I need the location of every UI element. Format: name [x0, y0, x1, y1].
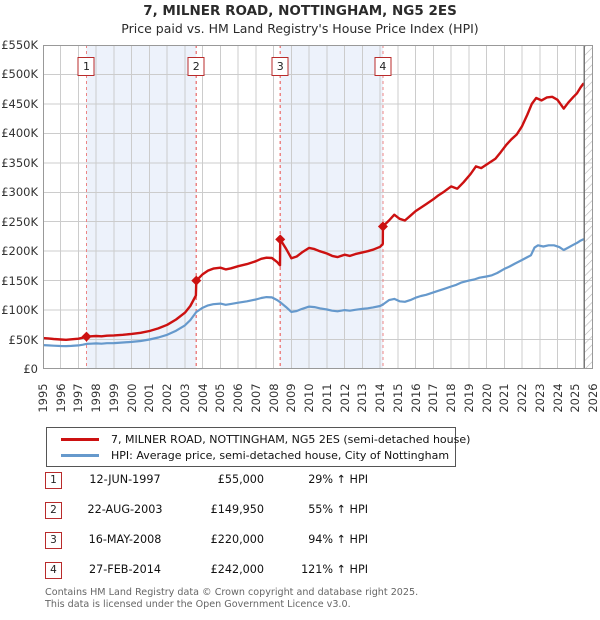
x-tick-label: 1996 — [53, 383, 68, 413]
sale-date: 22-AUG-2003 — [87, 503, 163, 516]
x-tick-label: 2007 — [248, 383, 263, 413]
y-tick-label: £100K — [1, 303, 38, 318]
x-tick-label: 2015 — [390, 383, 405, 413]
x-tick-label: 1997 — [71, 383, 86, 413]
x-tick-label: 2012 — [337, 383, 352, 413]
y-tick-label: £350K — [1, 155, 38, 170]
property-series-line — [43, 82, 585, 341]
x-tick-label: 2025 — [568, 383, 583, 413]
y-tick-label: £300K — [1, 185, 38, 200]
legend-row-property: 7, MILNER ROAD, NOTTINGHAM, NG5 2ES (sem… — [55, 431, 470, 447]
sale-row-4: 4 27-FEB-2014 £242,000 121% ↑ HPI — [0, 561, 600, 591]
legend-label-hpi: HPI: Average price, semi-detached house,… — [111, 448, 450, 462]
sale-marker-box-1: 1 — [77, 57, 95, 76]
x-tick-label: 2020 — [479, 383, 494, 413]
x-tick-label: 2022 — [515, 383, 530, 413]
gridlines — [43, 45, 593, 369]
property-line-swatch — [61, 437, 99, 441]
sale-hpi-delta: 55% ↑ HPI — [308, 503, 368, 516]
sale-marker-box-3: 3 — [271, 57, 289, 76]
sale-price: £242,000 — [210, 563, 264, 576]
y-tick-label: £250K — [1, 214, 38, 229]
sale-number-badge: 4 — [45, 562, 62, 579]
x-tick-label: 2010 — [302, 383, 317, 413]
plot-border — [43, 45, 593, 369]
x-tick-label: 2019 — [461, 383, 476, 413]
sale-price: £220,000 — [210, 533, 264, 546]
footer: Contains HM Land Registry data © Crown c… — [45, 587, 418, 610]
x-tick-label: 2001 — [142, 383, 157, 413]
y-tick-label: £400K — [1, 126, 38, 141]
hpi-series-line — [43, 238, 585, 348]
ownership-band — [280, 45, 383, 369]
x-tick-label: 2011 — [319, 383, 334, 413]
x-tick-label: 1999 — [106, 383, 121, 413]
sale-number-badge: 2 — [45, 502, 62, 519]
x-tick-label: 2000 — [124, 383, 139, 413]
sale-date: 27-FEB-2014 — [89, 563, 161, 576]
future-hatch-region — [584, 45, 593, 369]
footer-line-2: This data is licensed under the Open Gov… — [45, 598, 351, 610]
page-subtitle: Price paid vs. HM Land Registry's House … — [121, 21, 479, 36]
sale-date: 12-JUN-1997 — [89, 473, 161, 486]
x-tick-label: 2002 — [160, 383, 175, 413]
sale-row-3: 3 16-MAY-2008 £220,000 94% ↑ HPI — [0, 531, 600, 561]
sale-date: 16-MAY-2008 — [88, 533, 162, 546]
x-tick-label: 2004 — [195, 383, 210, 413]
legend-row-hpi: HPI: Average price, semi-detached house,… — [55, 447, 455, 463]
y-tick-label: £500K — [1, 67, 38, 82]
sale-row-2: 2 22-AUG-2003 £149,950 55% ↑ HPI — [0, 501, 600, 531]
x-tick-label: 2008 — [266, 383, 281, 413]
y-tick-label: £150K — [1, 273, 38, 288]
x-tick-label: 2013 — [355, 383, 370, 413]
sale-marker-box-4: 4 — [374, 57, 392, 76]
x-tick-label: 1998 — [89, 383, 104, 413]
legend: 7, MILNER ROAD, NOTTINGHAM, NG5 2ES (sem… — [46, 427, 470, 467]
sale-row-1: 1 12-JUN-1997 £55,000 29% ↑ HPI — [0, 471, 600, 501]
y-tick-label: £550K — [1, 38, 38, 52]
x-tick-label: 2024 — [550, 383, 565, 413]
footer-line-1: Contains HM Land Registry data © Crown c… — [45, 587, 419, 598]
sale-point-diamond — [191, 275, 202, 286]
sale-marker-box-2: 2 — [187, 57, 205, 76]
legend-label-property: 7, MILNER ROAD, NOTTINGHAM, NG5 2ES (sem… — [111, 432, 471, 446]
y-tick-label: £450K — [1, 96, 38, 111]
x-tick-label: 2017 — [426, 383, 441, 413]
x-tick-label: 2026 — [586, 383, 600, 413]
x-tick-label: 1995 — [36, 383, 50, 413]
x-tick-label: 2023 — [532, 383, 547, 413]
x-tick-label: 2021 — [497, 383, 512, 413]
sales-table: 1 12-JUN-1997 £55,000 29% ↑ HPI 2 22-AUG… — [0, 471, 600, 591]
sale-hpi-delta: 121% ↑ HPI — [301, 563, 368, 576]
sale-point-diamond — [275, 234, 286, 245]
sale-hpi-delta: 29% ↑ HPI — [308, 473, 368, 486]
sale-point-diamond — [377, 221, 388, 232]
sale-point-diamond — [81, 331, 92, 342]
x-tick-label: 2016 — [408, 383, 423, 413]
x-tick-label: 2018 — [444, 383, 459, 413]
y-tick-label: £200K — [1, 244, 38, 259]
sale-price: £55,000 — [217, 473, 264, 486]
page-title: 7, MILNER ROAD, NOTTINGHAM, NG5 2ES — [143, 3, 457, 19]
plot-area — [43, 45, 593, 369]
x-tick-label: 2009 — [284, 383, 299, 413]
x-tick-label: 2003 — [177, 383, 192, 413]
ownership-band — [86, 45, 197, 369]
hpi-line-swatch — [61, 453, 99, 457]
sale-number-badge: 3 — [45, 532, 62, 549]
x-tick-label: 2014 — [373, 383, 388, 413]
sale-number-badge: 1 — [45, 472, 62, 489]
sale-hpi-delta: 94% ↑ HPI — [308, 533, 368, 546]
y-tick-label: £50K — [8, 332, 39, 347]
sale-price: £149,950 — [210, 503, 264, 516]
x-tick-label: 2006 — [231, 383, 246, 413]
x-tick-label: 2005 — [213, 383, 228, 413]
y-tick-label: £0 — [23, 362, 38, 376]
